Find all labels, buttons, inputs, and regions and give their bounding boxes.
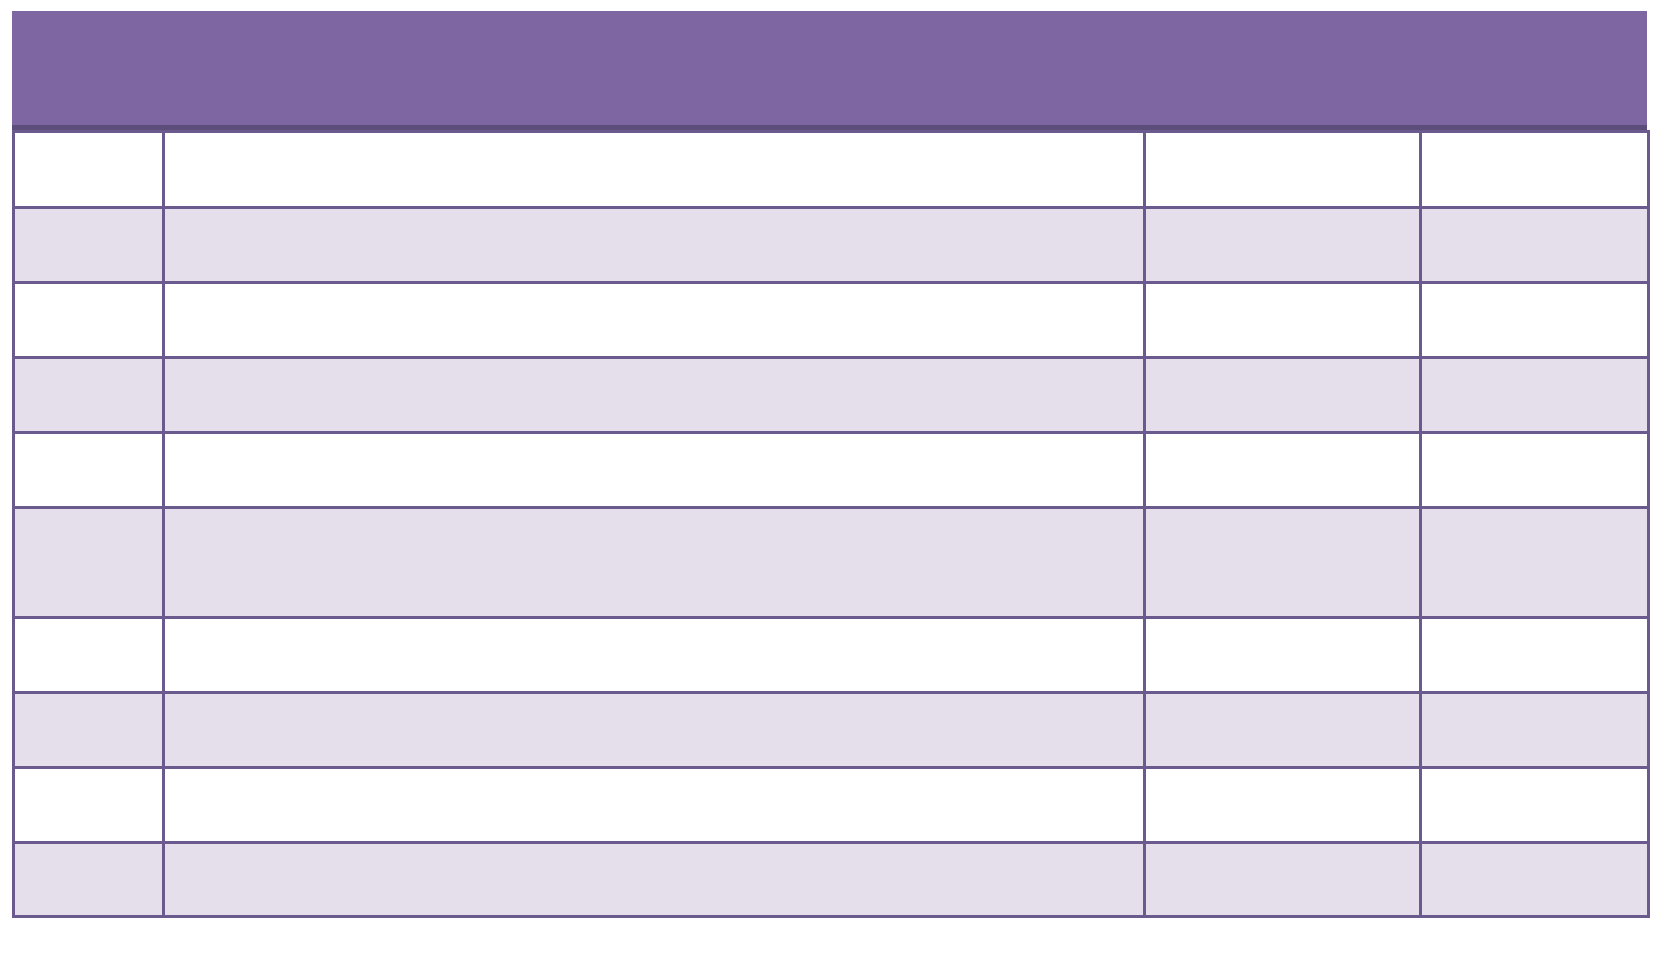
table-row — [12, 281, 1650, 359]
table-cell — [1143, 130, 1422, 209]
table-row — [12, 841, 1650, 918]
table-row — [12, 356, 1650, 434]
table-cell — [1419, 356, 1650, 434]
table-cell — [162, 206, 1146, 284]
table-grid — [12, 130, 1650, 918]
table-cell — [162, 691, 1146, 769]
table-body — [12, 130, 1650, 918]
table-row — [12, 130, 1650, 209]
purple-banded-table — [12, 11, 1650, 918]
table-cell — [12, 431, 165, 509]
table-cell — [12, 206, 165, 284]
table-cell — [1419, 616, 1650, 694]
table-row — [12, 506, 1650, 619]
table-cell — [12, 841, 165, 918]
table-cell — [12, 356, 165, 434]
table-cell — [1143, 431, 1422, 509]
table-row — [12, 766, 1650, 844]
table-cell — [1419, 130, 1650, 209]
table-cell — [1143, 841, 1422, 918]
table-cell — [1143, 691, 1422, 769]
table-cell — [12, 691, 165, 769]
table-cell — [1143, 356, 1422, 434]
table-cell — [1143, 281, 1422, 359]
table-cell — [12, 766, 165, 844]
table-cell — [12, 130, 165, 209]
table-row — [12, 206, 1650, 284]
table-cell — [162, 130, 1146, 209]
table-row — [12, 431, 1650, 509]
table-cell — [162, 281, 1146, 359]
table-cell — [1419, 281, 1650, 359]
table-cell — [1143, 766, 1422, 844]
table-cell — [1143, 616, 1422, 694]
table-cell — [1419, 431, 1650, 509]
table-row — [12, 616, 1650, 694]
table-header-band — [12, 11, 1647, 130]
table-cell — [162, 841, 1146, 918]
table-cell — [12, 616, 165, 694]
table-cell — [1419, 506, 1650, 619]
table-cell — [162, 766, 1146, 844]
table-cell — [162, 431, 1146, 509]
table-cell — [162, 616, 1146, 694]
table-cell — [162, 356, 1146, 434]
table-cell — [1419, 206, 1650, 284]
table-cell — [1419, 691, 1650, 769]
table-cell — [162, 506, 1146, 619]
table-cell — [1143, 506, 1422, 619]
table-cell — [12, 506, 165, 619]
table-cell — [1419, 841, 1650, 918]
table-cell — [1143, 206, 1422, 284]
table-cell — [12, 281, 165, 359]
table-cell — [1419, 766, 1650, 844]
table-row — [12, 691, 1650, 769]
